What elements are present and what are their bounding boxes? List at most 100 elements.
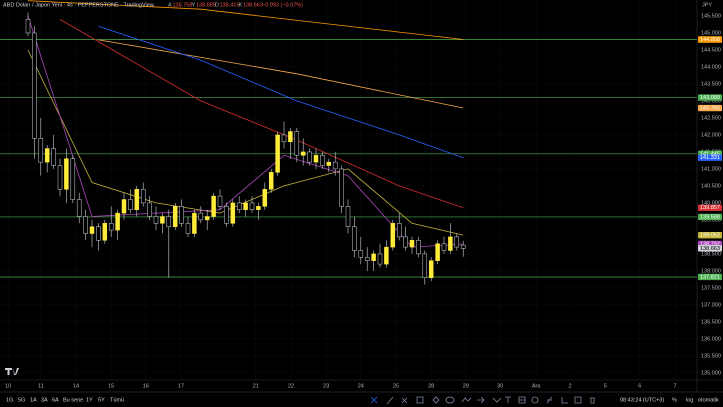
tool-eye[interactable] [574, 396, 582, 404]
price-tag-label: 137.821 [700, 274, 720, 280]
candle-body [115, 212, 120, 231]
y-tick-label: 138.000 [701, 268, 721, 274]
x-tick-label: 7 [674, 383, 677, 389]
y-tick-label: 137.000 [701, 302, 721, 308]
bottom-toolbar: 1G 5G 1A 3A 6A Bu sene 1Y 5Y Tümü 08:43:24 (UTC+3… [6, 396, 719, 405]
candle-body [44, 148, 50, 163]
price-tag [698, 204, 722, 211]
ohlc-value: 138.663 [243, 2, 263, 8]
tool-arrow[interactable] [477, 396, 485, 404]
candle-body [108, 223, 114, 231]
y-tick-label: 143.500 [701, 81, 721, 87]
range-button[interactable]: 3A [41, 397, 48, 403]
price-tag [698, 273, 722, 281]
scale-option[interactable]: log [686, 397, 693, 403]
candle-body [409, 240, 415, 248]
range-button[interactable]: Tümü [110, 397, 124, 403]
price-tag-label: 139.588 [700, 214, 720, 220]
candle-body [281, 134, 287, 142]
price-tag-label: 144.808 [700, 37, 720, 43]
candle-body [358, 250, 364, 258]
y-tick-label: 139.500 [701, 217, 721, 223]
ohlc-key: Y [192, 2, 196, 8]
logo-mark [5, 368, 19, 375]
range-button[interactable]: 5Y [98, 397, 105, 403]
axis-layer: 135.000 135.500 136.000 136.500 137.000 137.5… [5, 13, 722, 389]
tool-crosshair[interactable] [370, 396, 378, 404]
range-button[interactable]: 1Y [86, 397, 93, 403]
candle-body [38, 138, 44, 163]
tv-logo [5, 368, 19, 375]
tool-zoom[interactable] [561, 397, 568, 404]
ohlc-value: 138.885 [196, 2, 216, 8]
candle-body [57, 165, 63, 190]
candle-body [428, 260, 434, 278]
candle-body [217, 195, 223, 207]
candle-body [268, 172, 274, 190]
candle-body [224, 206, 229, 224]
candle-body [288, 131, 293, 142]
range-button[interactable]: 1A [30, 397, 37, 403]
candle-body [422, 253, 428, 278]
candle-body [160, 216, 165, 224]
candle-body [64, 158, 69, 190]
candle-body [179, 206, 184, 224]
candle-body [364, 257, 370, 261]
candle-body [76, 199, 82, 217]
candle-body [332, 161, 338, 170]
moving-average-line [98, 39, 464, 109]
y-tick-label: 136.000 [701, 336, 721, 342]
candle-body [198, 212, 204, 221]
y-tick-label: 145.500 [701, 13, 721, 19]
y-tick-label: 140.000 [701, 200, 721, 206]
candle-body [396, 223, 402, 238]
scale-option[interactable]: % [672, 397, 677, 403]
tool-measure[interactable] [546, 396, 553, 404]
candle-body [230, 202, 236, 224]
tool-rect[interactable] [416, 396, 424, 404]
candle-body [96, 226, 101, 241]
ohlc-key: D [215, 2, 219, 8]
candle-body [89, 226, 95, 234]
candle-body [25, 19, 31, 34]
price-tag [698, 154, 722, 161]
x-tick-label: Ara [532, 383, 542, 389]
tool-pattern[interactable] [432, 396, 440, 404]
candle-body [454, 236, 460, 248]
candle-body [352, 226, 357, 251]
x-tick-label: 21 [253, 383, 259, 389]
candle-body [448, 236, 453, 251]
tool-forecast[interactable] [492, 397, 502, 403]
tool-magnet[interactable] [531, 396, 539, 404]
range-button[interactable]: 6A [52, 397, 59, 403]
candle-body [371, 253, 376, 261]
tool-wave[interactable] [461, 397, 472, 403]
tool-trendline[interactable] [386, 396, 394, 405]
tool-note[interactable] [518, 396, 526, 404]
y-tick-label: 145.000 [701, 30, 721, 36]
tool-ellipse[interactable] [445, 396, 455, 404]
candle-body [204, 216, 210, 221]
tool-trash[interactable] [590, 397, 595, 404]
range-button[interactable]: Bu sene [63, 397, 83, 403]
y-tick-label: 141.000 [701, 166, 721, 172]
range-button[interactable]: 1G [6, 397, 13, 403]
candle-body [390, 223, 396, 248]
drawing-tools [370, 396, 595, 405]
candle-body [172, 206, 178, 227]
tool-text[interactable] [505, 396, 511, 403]
tool-fib[interactable] [401, 397, 408, 404]
range-button[interactable]: 5G [18, 397, 25, 403]
candle-body [121, 199, 127, 214]
y-tick-label: 137.500 [701, 285, 721, 291]
price-tag-label: 139.857 [700, 205, 720, 211]
scale-option[interactable]: otomatik [698, 397, 719, 403]
candle-body [339, 168, 344, 207]
price-tag-label: 141.445 [700, 151, 720, 157]
x-tick-label: 30 [497, 383, 503, 389]
y-tick-label: 135.000 [701, 370, 721, 376]
x-tick-label: 24 [358, 383, 364, 389]
